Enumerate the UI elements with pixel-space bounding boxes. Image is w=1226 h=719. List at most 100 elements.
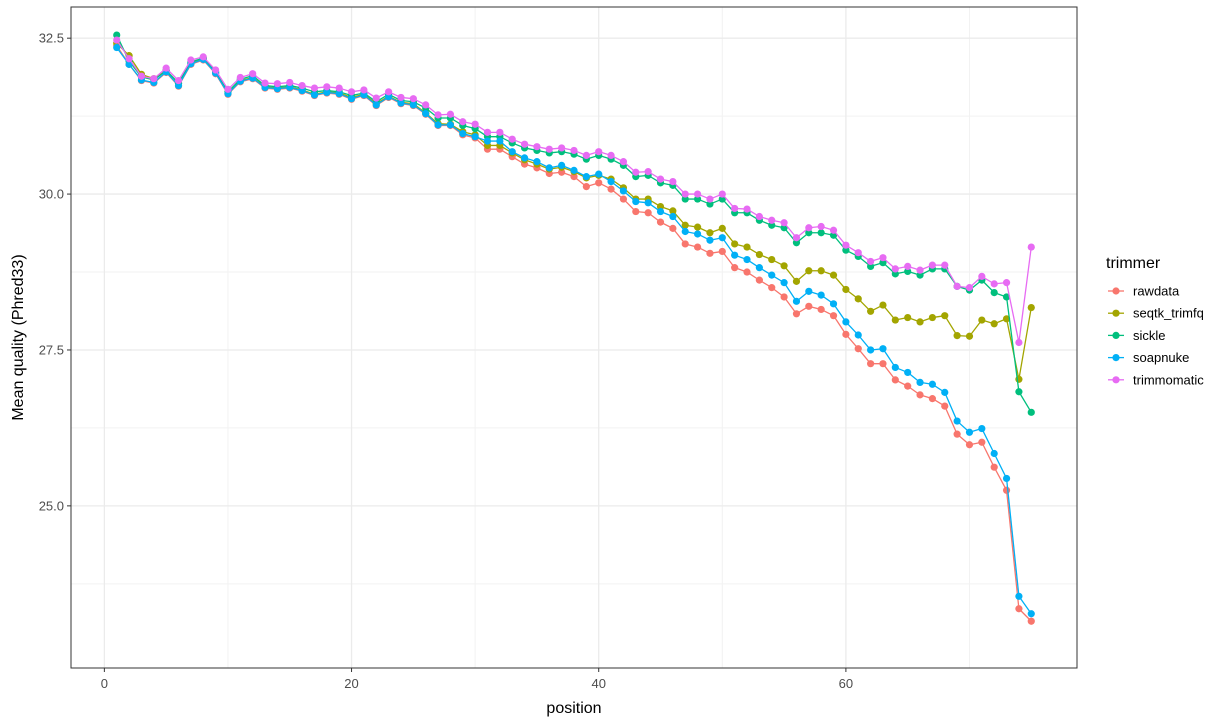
data-point-trimmomatic — [656, 175, 665, 183]
data-point-soapnuke — [965, 428, 974, 436]
data-point-soapnuke — [743, 255, 751, 264]
data-point-sickle — [990, 289, 998, 297]
data-point-soapnuke — [904, 368, 912, 377]
data-point-seqtk_trimfq — [780, 262, 788, 270]
data-point-trimmomatic — [236, 73, 244, 82]
data-point-soapnuke — [582, 173, 590, 181]
data-point-soapnuke — [619, 187, 628, 195]
data-point-soapnuke — [842, 318, 850, 326]
data-point-rawdata — [953, 430, 961, 438]
data-point-rawdata — [1015, 605, 1023, 613]
data-point-trimmomatic — [162, 64, 170, 72]
data-point-rawdata — [582, 182, 590, 191]
data-point-rawdata — [867, 360, 875, 368]
data-point-soapnuke — [928, 380, 937, 388]
data-point-soapnuke — [446, 121, 455, 129]
data-point-sickle — [681, 195, 689, 203]
data-point-soapnuke — [879, 345, 887, 353]
data-point-trimmomatic — [780, 219, 788, 227]
data-point-trimmomatic — [212, 66, 220, 74]
data-point-soapnuke — [607, 178, 615, 186]
y-axis-title: Mean quality (Phred33) — [10, 254, 27, 420]
data-point-sickle — [113, 31, 121, 39]
data-point-sickle — [1002, 293, 1011, 301]
data-point-soapnuke — [508, 148, 516, 156]
data-point-trimmomatic — [904, 262, 912, 271]
data-point-soapnuke — [533, 158, 541, 166]
legend-label-seqtk_trimfq: seqtk_trimfq — [1133, 306, 1204, 321]
data-point-soapnuke — [1002, 474, 1011, 483]
data-point-trimmomatic — [397, 93, 405, 102]
data-point-soapnuke — [372, 101, 380, 109]
data-point-sickle — [817, 229, 825, 237]
data-point-soapnuke — [558, 161, 566, 169]
data-point-trimmomatic — [335, 84, 343, 92]
data-point-trimmomatic — [879, 254, 887, 262]
data-point-soapnuke — [422, 110, 430, 118]
data-point-trimmomatic — [953, 282, 961, 290]
data-point-trimmomatic — [731, 204, 739, 213]
data-point-rawdata — [916, 391, 924, 399]
data-point-rawdata — [780, 293, 788, 301]
data-point-soapnuke — [867, 346, 875, 354]
data-point-trimmomatic — [619, 158, 628, 166]
data-point-trimmomatic — [558, 144, 566, 152]
data-point-trimmomatic — [1015, 338, 1023, 347]
data-point-soapnuke — [990, 449, 998, 458]
data-point-soapnuke — [829, 300, 838, 308]
data-point-sickle — [693, 195, 702, 203]
data-point-trimmomatic — [459, 118, 467, 126]
data-point-trimmomatic — [681, 190, 689, 198]
data-point-soapnuke — [755, 264, 763, 272]
data-point-rawdata — [644, 209, 652, 217]
data-point-trimmomatic — [805, 224, 813, 232]
data-point-rawdata — [904, 382, 912, 390]
data-point-trimmomatic — [174, 76, 183, 85]
data-point-rawdata — [928, 395, 937, 403]
data-point-trimmomatic — [323, 83, 331, 91]
data-point-sickle — [904, 267, 912, 275]
data-point-soapnuke — [496, 137, 504, 145]
data-point-seqtk_trimfq — [891, 316, 899, 324]
data-point-seqtk_trimfq — [829, 271, 838, 279]
data-point-rawdata — [755, 276, 763, 284]
data-point-trimmomatic — [199, 53, 207, 61]
data-point-rawdata — [805, 302, 813, 310]
x-tick-label: 0 — [101, 676, 108, 691]
x-tick-label: 60 — [839, 676, 853, 691]
data-point-trimmomatic — [867, 257, 875, 266]
data-point-trimmomatic — [644, 168, 652, 176]
data-point-soapnuke — [891, 363, 899, 372]
legend-label-rawdata: rawdata — [1133, 284, 1180, 299]
data-point-trimmomatic — [434, 111, 442, 119]
y-tick-label: 32.5 — [39, 31, 64, 46]
data-point-rawdata — [978, 438, 986, 446]
data-point-sickle — [1027, 408, 1035, 416]
data-point-rawdata — [768, 284, 776, 292]
data-point-trimmomatic — [916, 266, 924, 274]
data-point-seqtk_trimfq — [941, 312, 949, 320]
data-point-seqtk_trimfq — [693, 223, 702, 231]
data-point-trimmomatic — [360, 86, 368, 94]
data-point-trimmomatic — [298, 81, 306, 90]
data-point-trimmomatic — [842, 241, 850, 249]
data-point-soapnuke — [174, 81, 183, 90]
data-point-soapnuke — [347, 95, 356, 103]
data-point-soapnuke — [916, 378, 924, 386]
data-point-sickle — [768, 221, 776, 229]
data-point-soapnuke — [335, 90, 343, 98]
data-point-trimmomatic — [693, 190, 702, 198]
data-point-rawdata — [595, 179, 603, 187]
data-point-seqtk_trimfq — [743, 243, 751, 251]
data-point-trimmomatic — [718, 190, 726, 198]
data-point-seqtk_trimfq — [681, 221, 689, 229]
data-point-rawdata — [669, 224, 677, 232]
x-tick-label: 20 — [344, 676, 358, 691]
legend-label-sickle: sickle — [1133, 328, 1166, 343]
data-point-rawdata — [558, 168, 566, 176]
data-point-soapnuke — [718, 234, 726, 242]
data-point-soapnuke — [644, 199, 652, 207]
data-point-sickle — [805, 229, 813, 237]
